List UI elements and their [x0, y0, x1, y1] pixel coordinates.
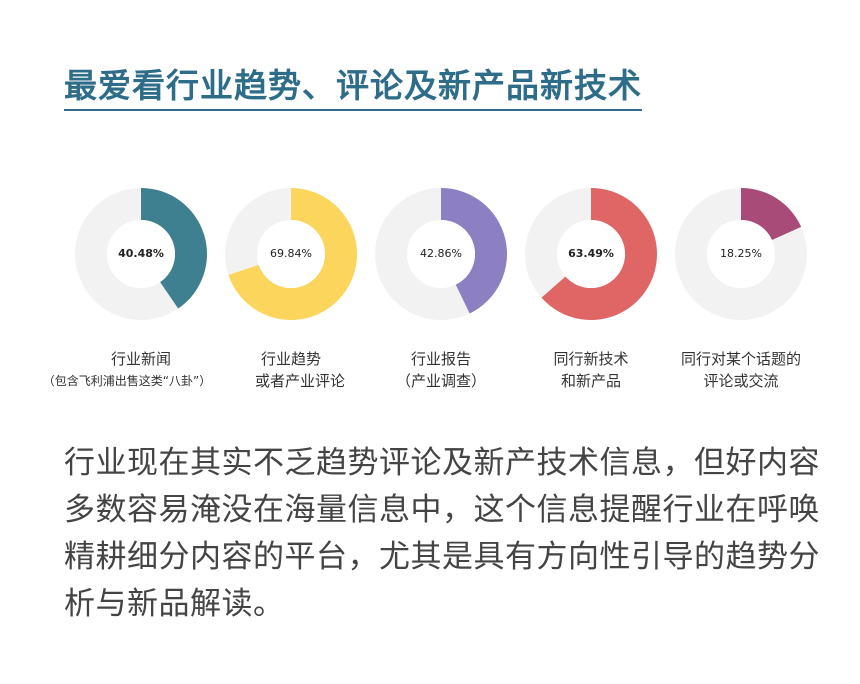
donut-hole	[707, 220, 775, 288]
donut-value-segment	[741, 188, 802, 241]
category-label-new-tech: 同行新技术 和新产品	[496, 348, 686, 392]
donut-chart-reports: 42.86%	[366, 184, 516, 324]
donut-percentage: 63.49%	[568, 247, 614, 260]
category-line2: 或者产业评论	[254, 372, 345, 390]
donut-percentage: 42.86%	[420, 247, 462, 260]
category-label-discussion: 同行对某个话题的 评论或交流	[646, 348, 836, 392]
category-line2: （包含飞利浦出售这类“八卦”）	[42, 374, 212, 388]
donut-hole	[557, 220, 625, 288]
category-label-reports: 行业报告 （产业调查）	[346, 348, 536, 392]
category-label-news: 行业新闻 （包含飞利浦出售这类“八卦”）	[43, 348, 236, 392]
donut-hole	[407, 220, 475, 288]
donut-chart-news: 40.48%	[66, 184, 216, 324]
donut-percentage: 69.84%	[270, 247, 312, 260]
page-title: 最爱看行业趋势、评论及新产品新技术	[64, 66, 642, 111]
donut-chart-trends: 69.84%	[216, 184, 366, 324]
donut-value-segment	[541, 188, 657, 320]
category-line1: 同行对某个话题的	[680, 350, 801, 368]
donut-hole	[257, 220, 325, 288]
category-line1: 同行新技术	[553, 350, 629, 368]
category-line2: （产业调查）	[395, 372, 486, 390]
donut-value-segment	[228, 188, 357, 320]
donut-value-segment	[441, 188, 507, 314]
donut-hole	[107, 220, 175, 288]
donut-svg	[225, 188, 357, 320]
donut-percentage: 18.25%	[720, 247, 762, 260]
donut-chart-new-tech: 63.49%	[516, 184, 666, 324]
donut-svg	[525, 188, 657, 320]
donut-svg	[75, 188, 207, 320]
category-line2: 和新产品	[560, 372, 621, 390]
donut-svg	[375, 188, 507, 320]
donut-chart-discussion: 18.25%	[666, 184, 816, 324]
donut-value-segment	[141, 188, 207, 309]
category-line1: 行业趋势	[260, 350, 321, 368]
summary-paragraph: 行业现在其实不乏趋势评论及新产技术信息，但好内容多数容易淹没在海量信息中，这个信…	[64, 445, 820, 622]
category-line1: 行业报告	[410, 350, 471, 368]
category-label-trends: 行业趋势 或者产业评论	[196, 348, 386, 392]
category-line1: 行业新闻	[110, 350, 171, 368]
donut-percentage: 40.48%	[118, 247, 164, 260]
category-line2: 评论或交流	[703, 372, 779, 390]
donut-svg	[675, 188, 807, 320]
